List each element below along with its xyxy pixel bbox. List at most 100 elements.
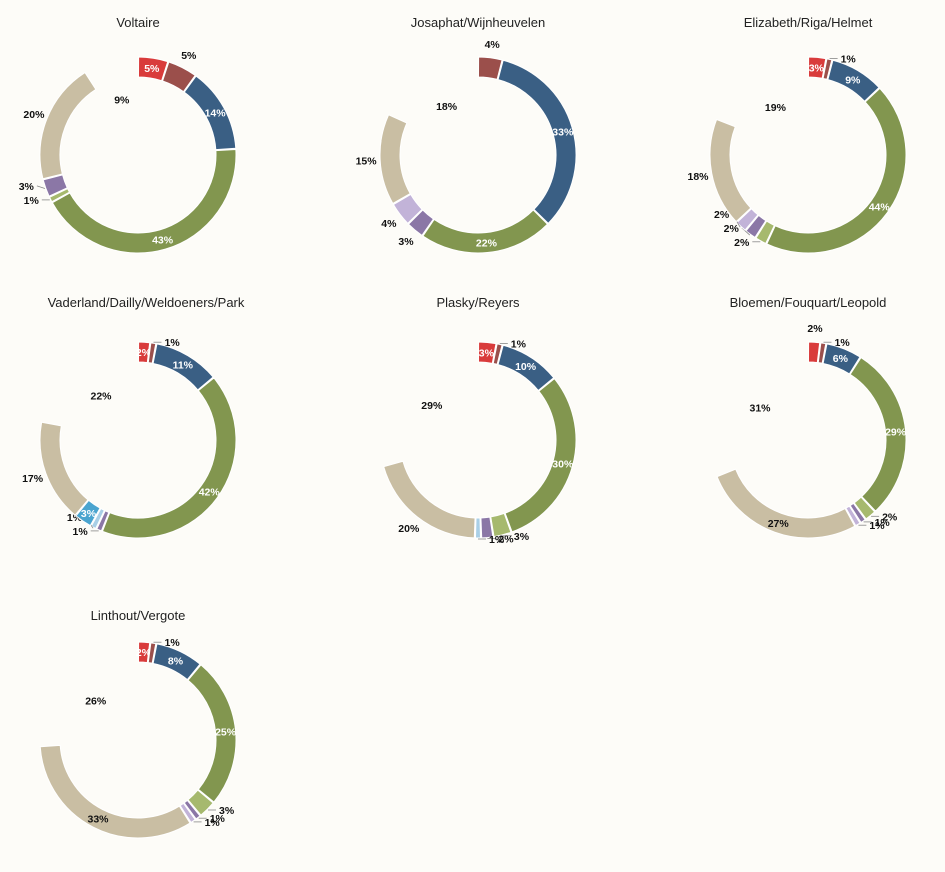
donut-slice bbox=[152, 643, 201, 681]
donut-slice bbox=[183, 75, 237, 151]
slice-label: 17% bbox=[22, 473, 44, 485]
donut-slice bbox=[477, 341, 497, 364]
donut-slice bbox=[766, 87, 907, 254]
donut-slice bbox=[383, 460, 476, 539]
slice-label: 1% bbox=[841, 53, 857, 65]
slice-label: 44% bbox=[869, 202, 891, 214]
slice-label: 1% bbox=[73, 526, 89, 538]
slice-label: 1% bbox=[511, 338, 527, 350]
slice-label: 3% bbox=[514, 531, 530, 543]
slice-label: 15% bbox=[356, 155, 378, 167]
donut-slice bbox=[137, 341, 151, 364]
donut-slice bbox=[147, 642, 157, 664]
slice-label: 26% bbox=[85, 695, 107, 707]
slice-label: 1% bbox=[835, 337, 851, 349]
donut-slice bbox=[179, 802, 196, 824]
donut-slice bbox=[422, 209, 549, 254]
donut-slice bbox=[96, 510, 110, 532]
slice-label: 10% bbox=[515, 361, 537, 373]
donut-slice bbox=[474, 517, 482, 539]
donut-slice bbox=[849, 502, 866, 524]
donut-slice bbox=[187, 664, 237, 803]
donut-slice bbox=[745, 214, 767, 239]
slice-label: 9% bbox=[845, 74, 861, 86]
slice-label: 19% bbox=[765, 102, 787, 114]
slice-label: 11% bbox=[173, 359, 194, 371]
slice-label: 2% bbox=[724, 223, 740, 235]
donut-slice bbox=[137, 641, 151, 664]
donut-slice bbox=[39, 71, 97, 180]
slice-label: 2% bbox=[807, 323, 823, 335]
donut-chart-3: Elizabeth/Riga/Helmet 3% 1% 9% 44% 2% 2% 2% 18% 1… bbox=[687, 15, 907, 254]
chart-title: Elizabeth/Riga/Helmet bbox=[744, 15, 873, 30]
donut-slice bbox=[849, 356, 907, 512]
slice-label: 2% bbox=[136, 347, 152, 359]
donut-slice bbox=[379, 114, 411, 205]
slice-label: 30% bbox=[552, 458, 574, 470]
donut-slice bbox=[492, 343, 503, 365]
slice-label: 5% bbox=[181, 50, 197, 62]
slice-label: 3% bbox=[219, 805, 235, 817]
slice-label: 8% bbox=[168, 655, 184, 667]
slice-label: 1% bbox=[165, 637, 181, 649]
slice-label: 33% bbox=[87, 813, 109, 825]
slice-label: 1% bbox=[489, 534, 505, 546]
slice-label: 1% bbox=[875, 517, 891, 529]
slice-label: 2% bbox=[498, 534, 514, 546]
slice-label: 4% bbox=[485, 39, 501, 51]
donut-slice bbox=[845, 505, 861, 527]
donut-slice bbox=[75, 499, 101, 527]
chart-title: Vaderland/Dailly/Weldoeners/Park bbox=[48, 295, 245, 310]
donut-slice bbox=[407, 209, 435, 237]
slice-label: 3% bbox=[809, 62, 825, 74]
donut-slice bbox=[137, 56, 169, 82]
slice-label: 1% bbox=[165, 337, 181, 349]
donut-slice bbox=[480, 516, 494, 539]
donut-slice bbox=[755, 220, 776, 245]
slice-label: 42% bbox=[199, 487, 221, 499]
donut-slice bbox=[490, 512, 512, 538]
donut-slice bbox=[497, 344, 555, 392]
slice-label: 29% bbox=[421, 400, 443, 412]
donut-slice bbox=[817, 342, 827, 364]
slice-label: 18% bbox=[687, 171, 709, 183]
slice-label: 31% bbox=[749, 402, 771, 414]
slice-label: 3% bbox=[19, 181, 35, 193]
slice-label: 1% bbox=[210, 813, 226, 825]
chart-title: Linthout/Vergote bbox=[91, 608, 186, 623]
slice-label: 1% bbox=[24, 195, 40, 207]
donut-slice bbox=[90, 507, 106, 530]
donut-slice bbox=[504, 377, 577, 533]
slice-label: 14% bbox=[205, 108, 227, 120]
donut-slice bbox=[853, 496, 876, 520]
slice-label: 18% bbox=[436, 101, 458, 113]
donut-chart-1: Voltaire 5% 5% 14% 43% 1% 3% 20% 9% bbox=[19, 15, 237, 254]
donut-slice bbox=[827, 59, 880, 102]
leader-line bbox=[36, 185, 46, 189]
slice-label: 6% bbox=[833, 353, 849, 365]
slice-label: 1% bbox=[869, 520, 885, 532]
donut-chart-6: Bloemen/Fouquart/Leopold2%1%6%29%2%1%1%2… bbox=[716, 295, 907, 539]
donut-chart-4: Vaderland/Dailly/Weldoeners/Park 2% 1% 11% 4… bbox=[22, 295, 245, 539]
slice-label: 25% bbox=[215, 727, 237, 739]
slice-label: 9% bbox=[114, 94, 130, 106]
donut-slice bbox=[822, 343, 861, 375]
slice-label: 33% bbox=[552, 127, 574, 139]
slice-label: 20% bbox=[398, 523, 420, 535]
slice-label: 2% bbox=[714, 209, 730, 221]
donut-slice bbox=[716, 468, 856, 539]
slice-label: 4% bbox=[381, 218, 397, 230]
slice-label: 3% bbox=[398, 236, 414, 248]
donut-slice bbox=[101, 377, 237, 539]
donut-slice bbox=[147, 342, 157, 364]
slice-label: 2% bbox=[136, 647, 152, 659]
donut-slice bbox=[822, 58, 833, 80]
slice-label: 5% bbox=[144, 63, 160, 75]
donut-slice bbox=[736, 208, 759, 231]
donut-slice bbox=[807, 341, 821, 364]
slice-label: 29% bbox=[885, 427, 907, 439]
